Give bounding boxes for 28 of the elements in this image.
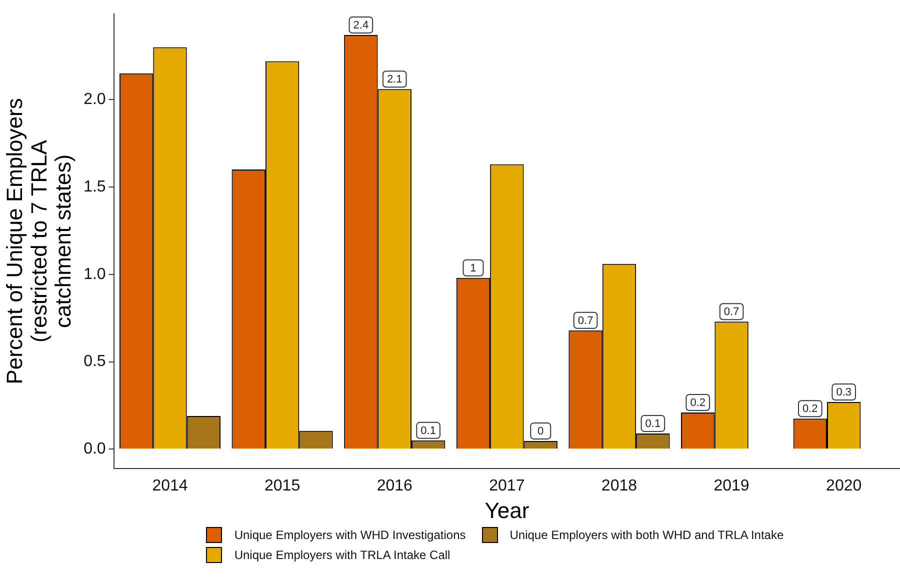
- legend-label: Unique Employers with both WHD and TRLA Intake: [510, 528, 784, 542]
- legend-label: Unique Employers with WHD Investigations: [234, 528, 466, 542]
- x-tick-label: 2020: [826, 477, 862, 494]
- x-tick-label: 2016: [376, 477, 413, 494]
- y-tick-label: 1.5: [84, 178, 106, 196]
- x-axis-title: Year: [484, 498, 530, 523]
- x-tick-label: 2019: [714, 477, 750, 494]
- data-label: 2.4: [353, 20, 369, 32]
- data-label: 0.1: [420, 424, 436, 437]
- x-tick-label: 2014: [152, 477, 188, 494]
- data-label: 0: [538, 425, 544, 438]
- y-tick-label: 2.0: [84, 91, 106, 108]
- y-tick-label: 0.5: [84, 353, 106, 370]
- x-tick-label: 2017: [489, 477, 525, 494]
- data-label: 0.7: [578, 314, 594, 327]
- x-tick-label: 2015: [264, 477, 300, 494]
- data-label: 0.7: [724, 306, 740, 318]
- y-axis-title: Percent of Unique Employers (restricted to 7 TRLA catchment states): [2, 98, 76, 384]
- y-tick-label: 0.0: [84, 440, 106, 458]
- data-label: 0.2: [690, 397, 706, 410]
- x-tick-label: 2018: [601, 477, 638, 494]
- data-label: 0.1: [645, 418, 661, 430]
- data-label: 0.2: [802, 403, 818, 416]
- legend-label: Unique Employers with TRLA Intake Call: [234, 548, 450, 562]
- y-tick-label: 1.0: [84, 266, 106, 283]
- data-label: 0.3: [836, 386, 852, 399]
- data-label: 2.1: [386, 74, 402, 86]
- data-label: 1: [470, 262, 476, 274]
